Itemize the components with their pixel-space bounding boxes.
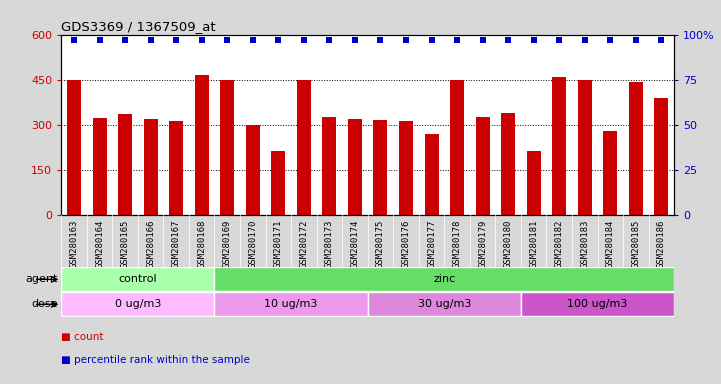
Text: agent: agent: [25, 274, 58, 285]
Bar: [501, 113, 516, 215]
Bar: [271, 151, 286, 215]
Text: GSM280165: GSM280165: [120, 219, 130, 268]
Text: GSM280174: GSM280174: [350, 219, 360, 268]
Text: GSM280183: GSM280183: [580, 219, 589, 268]
Text: GSM280185: GSM280185: [632, 219, 640, 268]
Text: GSM280175: GSM280175: [376, 219, 385, 268]
Text: control: control: [118, 274, 157, 285]
Bar: [118, 114, 132, 215]
Text: GSM280171: GSM280171: [274, 219, 283, 268]
Bar: [195, 76, 209, 215]
Bar: [476, 117, 490, 215]
Bar: [373, 120, 387, 215]
Text: dose: dose: [31, 299, 58, 310]
Text: GSM280182: GSM280182: [554, 219, 564, 268]
Bar: [322, 117, 337, 215]
Bar: [450, 80, 464, 215]
Bar: [220, 80, 234, 215]
Bar: [629, 82, 643, 215]
Text: 100 ug/m3: 100 ug/m3: [567, 299, 628, 310]
Text: 30 ug/m3: 30 ug/m3: [417, 299, 471, 310]
Bar: [61, 267, 215, 291]
Bar: [143, 119, 158, 215]
Bar: [368, 292, 521, 316]
Text: GSM280172: GSM280172: [299, 219, 309, 268]
Text: GSM280164: GSM280164: [95, 219, 104, 268]
Bar: [67, 80, 81, 215]
Bar: [603, 131, 617, 215]
Text: ■ percentile rank within the sample: ■ percentile rank within the sample: [61, 355, 250, 365]
Text: GSM280173: GSM280173: [325, 219, 334, 268]
Text: GSM280170: GSM280170: [248, 219, 257, 268]
Text: GSM280168: GSM280168: [198, 219, 206, 268]
Bar: [348, 119, 362, 215]
Text: 10 ug/m3: 10 ug/m3: [265, 299, 318, 310]
Bar: [297, 80, 311, 215]
Text: GSM280176: GSM280176: [402, 219, 410, 268]
Text: zinc: zinc: [433, 274, 456, 285]
Text: GSM280180: GSM280180: [504, 219, 513, 268]
Bar: [425, 134, 438, 215]
Bar: [215, 292, 368, 316]
Bar: [655, 98, 668, 215]
Text: ■ count: ■ count: [61, 332, 104, 342]
Text: GSM280177: GSM280177: [427, 219, 436, 268]
Text: 0 ug/m3: 0 ug/m3: [115, 299, 161, 310]
Text: GSM280166: GSM280166: [146, 219, 155, 268]
Bar: [246, 125, 260, 215]
Bar: [399, 121, 413, 215]
Text: GSM280163: GSM280163: [69, 219, 79, 268]
Bar: [61, 292, 215, 316]
Text: GSM280181: GSM280181: [529, 219, 538, 268]
Text: GSM280169: GSM280169: [223, 219, 231, 268]
Text: GDS3369 / 1367509_at: GDS3369 / 1367509_at: [61, 20, 216, 33]
Text: GSM280179: GSM280179: [478, 219, 487, 268]
Bar: [92, 118, 107, 215]
Bar: [215, 267, 674, 291]
Bar: [578, 80, 592, 215]
Bar: [169, 121, 183, 215]
Text: GSM280184: GSM280184: [606, 219, 615, 268]
Bar: [521, 292, 674, 316]
Text: GSM280186: GSM280186: [657, 219, 666, 268]
Bar: [552, 77, 566, 215]
Text: GSM280178: GSM280178: [453, 219, 461, 268]
Bar: [526, 151, 541, 215]
Text: GSM280167: GSM280167: [172, 219, 181, 268]
